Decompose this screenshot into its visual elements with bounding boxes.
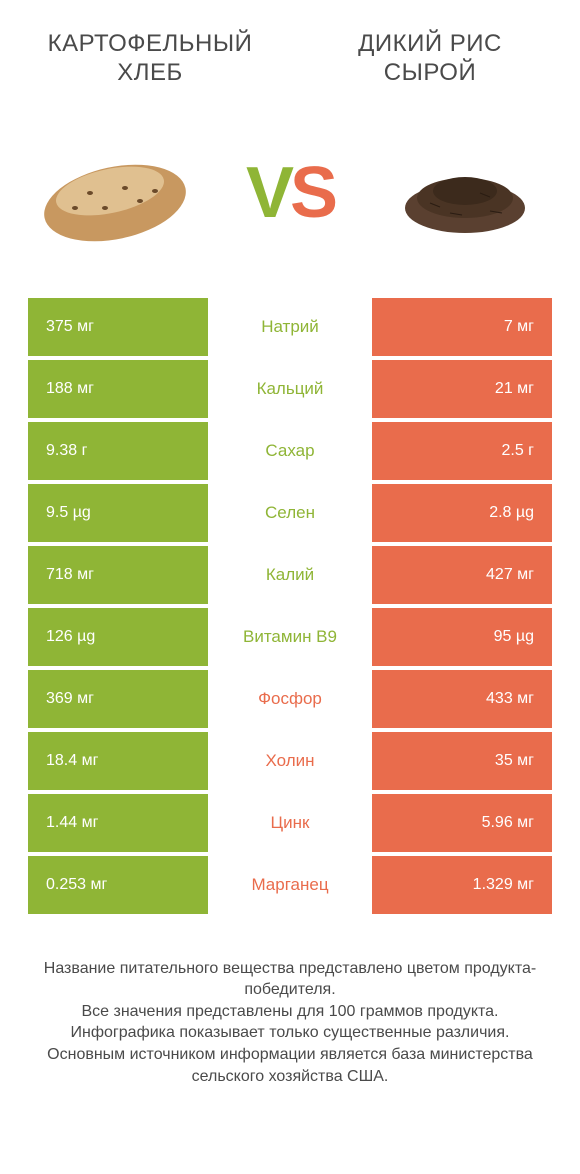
nutrient-label: Холин <box>208 732 372 790</box>
nutrient-label: Калий <box>208 546 372 604</box>
footer-line: Название питательного вещества представл… <box>30 958 550 1001</box>
rice-icon <box>390 143 540 243</box>
footer-line: Основным источником информации является … <box>30 1044 550 1087</box>
right-value: 2.8 µg <box>372 484 552 542</box>
table-row: 18.4 мгХолин35 мг <box>28 732 552 790</box>
right-value: 5.96 мг <box>372 794 552 852</box>
left-title: КАРТОФЕЛЬНЫЙ ХЛЕБ <box>30 30 270 88</box>
left-value: 126 µg <box>28 608 208 666</box>
comparison-table: 375 мгНатрий7 мг188 мгКальций21 мг9.38 г… <box>0 298 580 914</box>
right-value: 35 мг <box>372 732 552 790</box>
right-value: 95 µg <box>372 608 552 666</box>
vs-label: VS <box>246 152 334 234</box>
left-value: 0.253 мг <box>28 856 208 914</box>
nutrient-label: Сахар <box>208 422 372 480</box>
nutrient-label: Цинк <box>208 794 372 852</box>
table-row: 718 мгКалий427 мг <box>28 546 552 604</box>
right-title: ДИКИЙ РИС СЫРОЙ <box>310 30 550 88</box>
left-value: 18.4 мг <box>28 732 208 790</box>
left-value: 369 мг <box>28 670 208 728</box>
right-value: 427 мг <box>372 546 552 604</box>
footer-line: Инфографика показывает только существенн… <box>30 1022 550 1044</box>
table-row: 375 мгНатрий7 мг <box>28 298 552 356</box>
rice-image <box>380 123 550 263</box>
table-row: 1.44 мгЦинк5.96 мг <box>28 794 552 852</box>
right-value: 433 мг <box>372 670 552 728</box>
nutrient-label: Натрий <box>208 298 372 356</box>
left-value: 9.5 µg <box>28 484 208 542</box>
left-value: 375 мг <box>28 298 208 356</box>
bread-image <box>30 123 200 263</box>
nutrient-label: Марганец <box>208 856 372 914</box>
vs-v: V <box>246 153 290 233</box>
table-row: 188 мгКальций21 мг <box>28 360 552 418</box>
left-value: 9.38 г <box>28 422 208 480</box>
left-value: 188 мг <box>28 360 208 418</box>
right-value: 1.329 мг <box>372 856 552 914</box>
right-value: 2.5 г <box>372 422 552 480</box>
table-row: 126 µgВитамин B995 µg <box>28 608 552 666</box>
table-row: 0.253 мгМарганец1.329 мг <box>28 856 552 914</box>
nutrient-label: Селен <box>208 484 372 542</box>
right-value: 7 мг <box>372 298 552 356</box>
footer: Название питательного вещества представл… <box>0 918 580 1088</box>
table-row: 9.5 µgСелен2.8 µg <box>28 484 552 542</box>
table-row: 9.38 гСахар2.5 г <box>28 422 552 480</box>
images-row: VS <box>0 98 580 298</box>
header: КАРТОФЕЛЬНЫЙ ХЛЕБ ДИКИЙ РИС СЫРОЙ <box>0 0 580 98</box>
nutrient-label: Фосфор <box>208 670 372 728</box>
footer-line: Все значения представлены для 100 граммо… <box>30 1001 550 1023</box>
left-value: 1.44 мг <box>28 794 208 852</box>
right-value: 21 мг <box>372 360 552 418</box>
left-value: 718 мг <box>28 546 208 604</box>
table-row: 369 мгФосфор433 мг <box>28 670 552 728</box>
nutrient-label: Витамин B9 <box>208 608 372 666</box>
nutrient-label: Кальций <box>208 360 372 418</box>
bread-icon <box>30 133 200 253</box>
vs-s: S <box>290 153 334 233</box>
